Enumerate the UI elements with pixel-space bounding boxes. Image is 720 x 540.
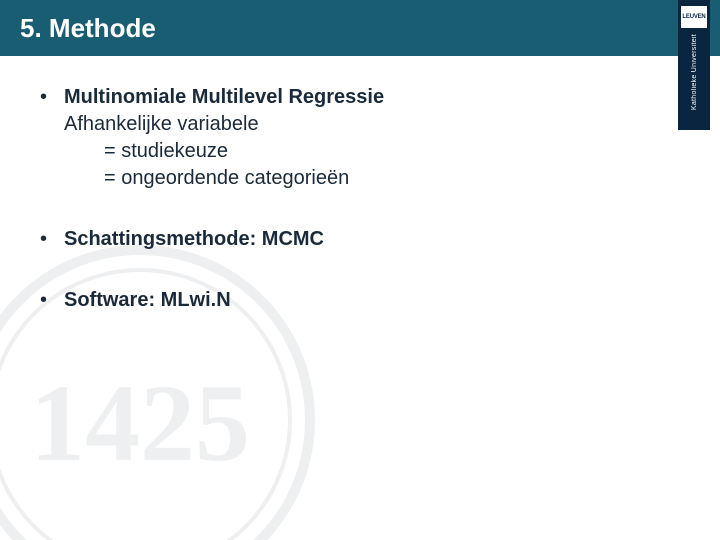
bullet-item: • Software: MLwi.N [40,287,680,314]
bullet-dot-icon: • [40,287,64,314]
bullet-block: • Multinomiale Multilevel Regressie Afha… [40,84,680,192]
university-name-vertical: Katholieke Universiteit [691,34,698,110]
title-bar: 5. Methode [0,0,720,56]
university-logo-strip: LEUVEN Katholieke Universiteit [678,0,710,130]
bullet-dot-icon: • [40,226,64,253]
bullet-main-text: Multinomiale Multilevel Regressie [64,84,384,111]
bullet-main-text: Schattingsmethode: MCMC [64,226,324,253]
bullet-main-text: Software: MLwi.N [64,287,231,314]
svg-text:1425: 1425 [30,362,250,484]
leuven-logo-box: LEUVEN [681,6,707,28]
bullet-sub-indent-text: = ongeordende categorieën [104,165,680,192]
bullet-block: • Software: MLwi.N [40,287,680,314]
bullet-sub-text: Afhankelijke variabele [64,111,680,138]
bullet-dot-icon: • [40,84,64,111]
bullet-sub-indent-text: = studiekeuze [104,138,680,165]
bullet-item: • Schattingsmethode: MCMC [40,226,680,253]
slide-body: • Multinomiale Multilevel Regressie Afha… [0,56,720,314]
bullet-item: • Multinomiale Multilevel Regressie [40,84,680,111]
bullet-block: • Schattingsmethode: MCMC [40,226,680,253]
slide-title: 5. Methode [20,13,156,44]
